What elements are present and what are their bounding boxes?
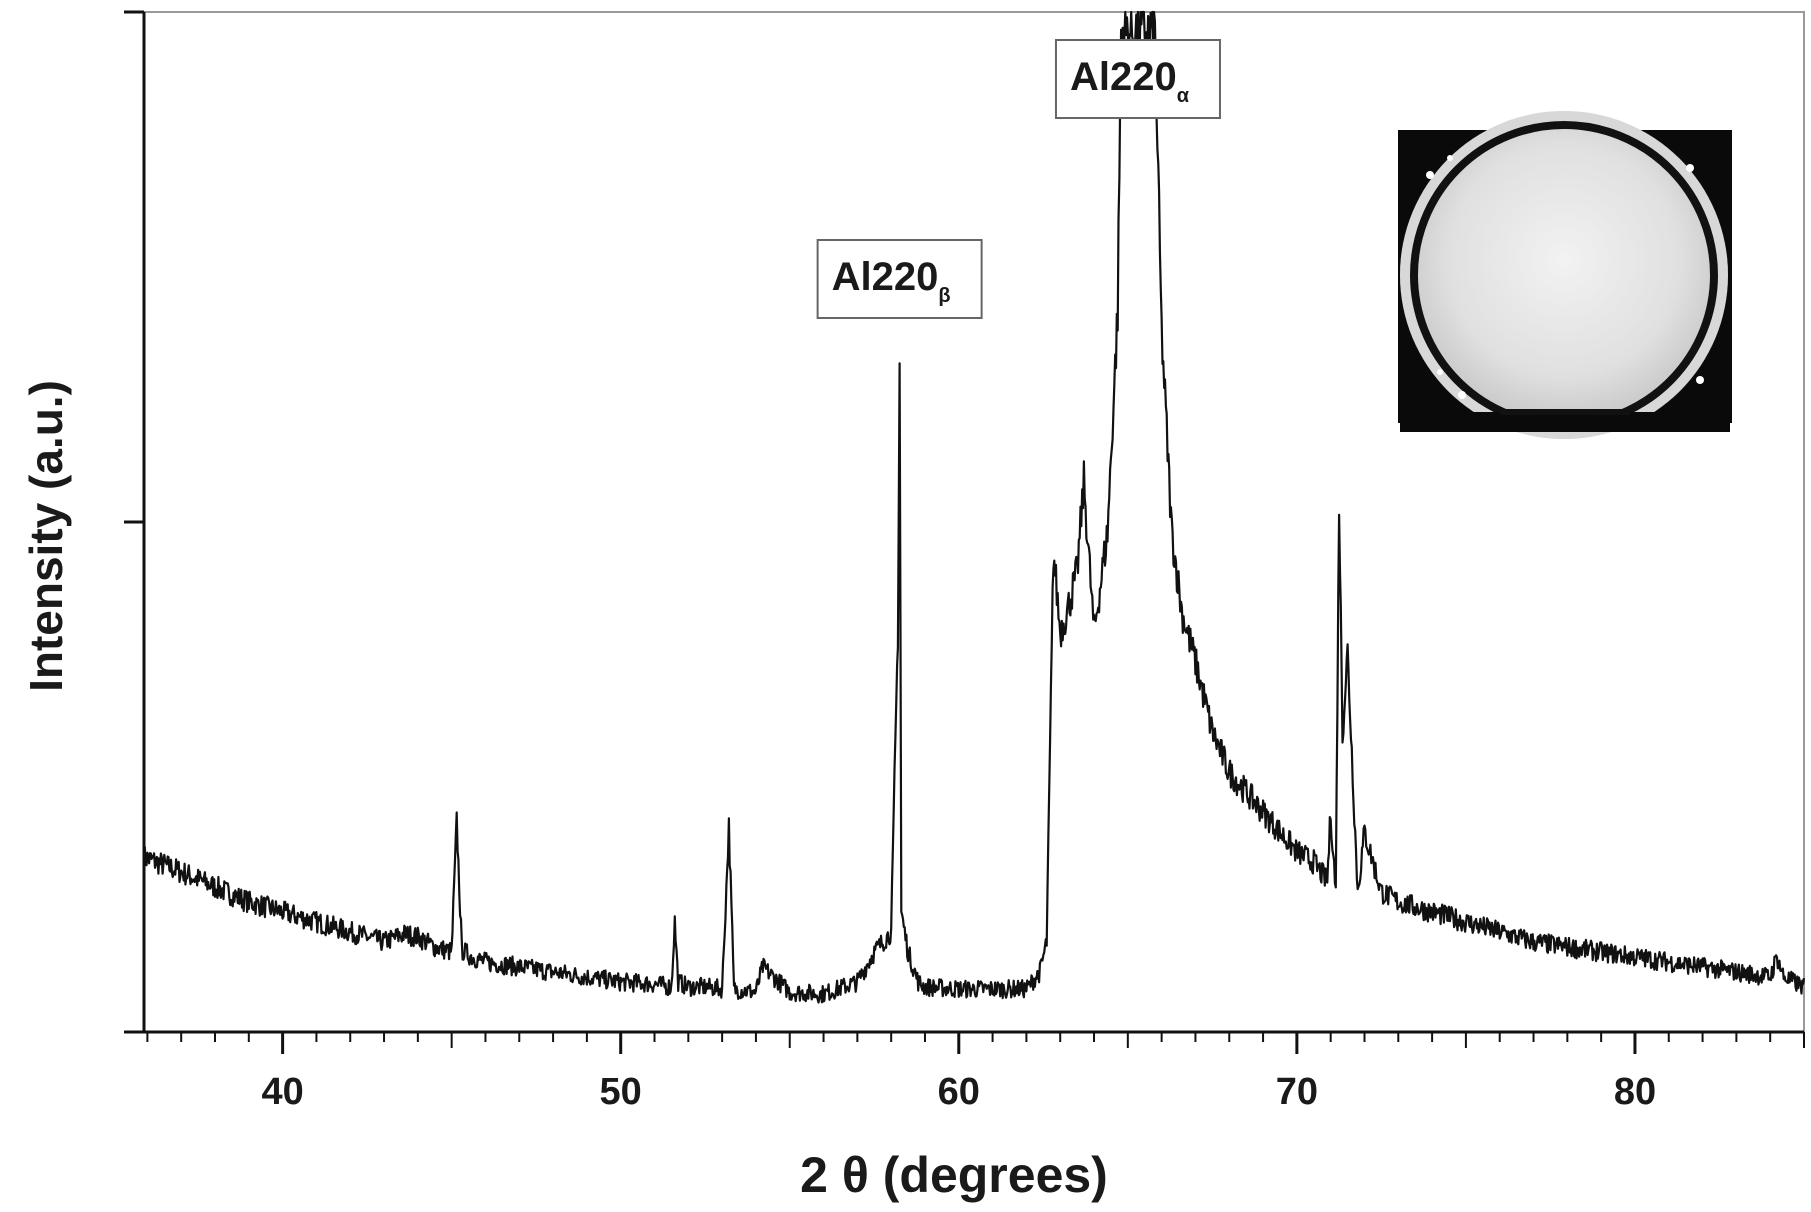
x-axis-title: 2 θ (degrees) bbox=[800, 1147, 1108, 1203]
annotation-box-alpha bbox=[1054, 39, 1221, 119]
wafer-photo-icon bbox=[1398, 111, 1732, 439]
series-line bbox=[142, 10, 1806, 1004]
x-tick-label: 60 bbox=[938, 1071, 980, 1113]
annotation-box-beta bbox=[816, 239, 983, 319]
x-tick-label: 40 bbox=[261, 1071, 303, 1113]
annotation-text-alpha: Al220α bbox=[1070, 55, 1190, 107]
x-tick-label: 80 bbox=[1614, 1071, 1656, 1113]
x-tick-label: 70 bbox=[1276, 1071, 1318, 1113]
annotation-text-beta: Al220β bbox=[832, 255, 951, 307]
x-tick-labels: 40 50 60 70 80 bbox=[261, 1071, 1656, 1113]
x-tick-label: 50 bbox=[600, 1071, 642, 1113]
y-axis-title: Intensity (a.u.) bbox=[20, 380, 72, 692]
annotation-al220-alpha: Al220α bbox=[1054, 39, 1221, 119]
x-ticks bbox=[146, 1032, 1805, 1054]
annotation-al220-beta: Al220β bbox=[816, 239, 983, 319]
